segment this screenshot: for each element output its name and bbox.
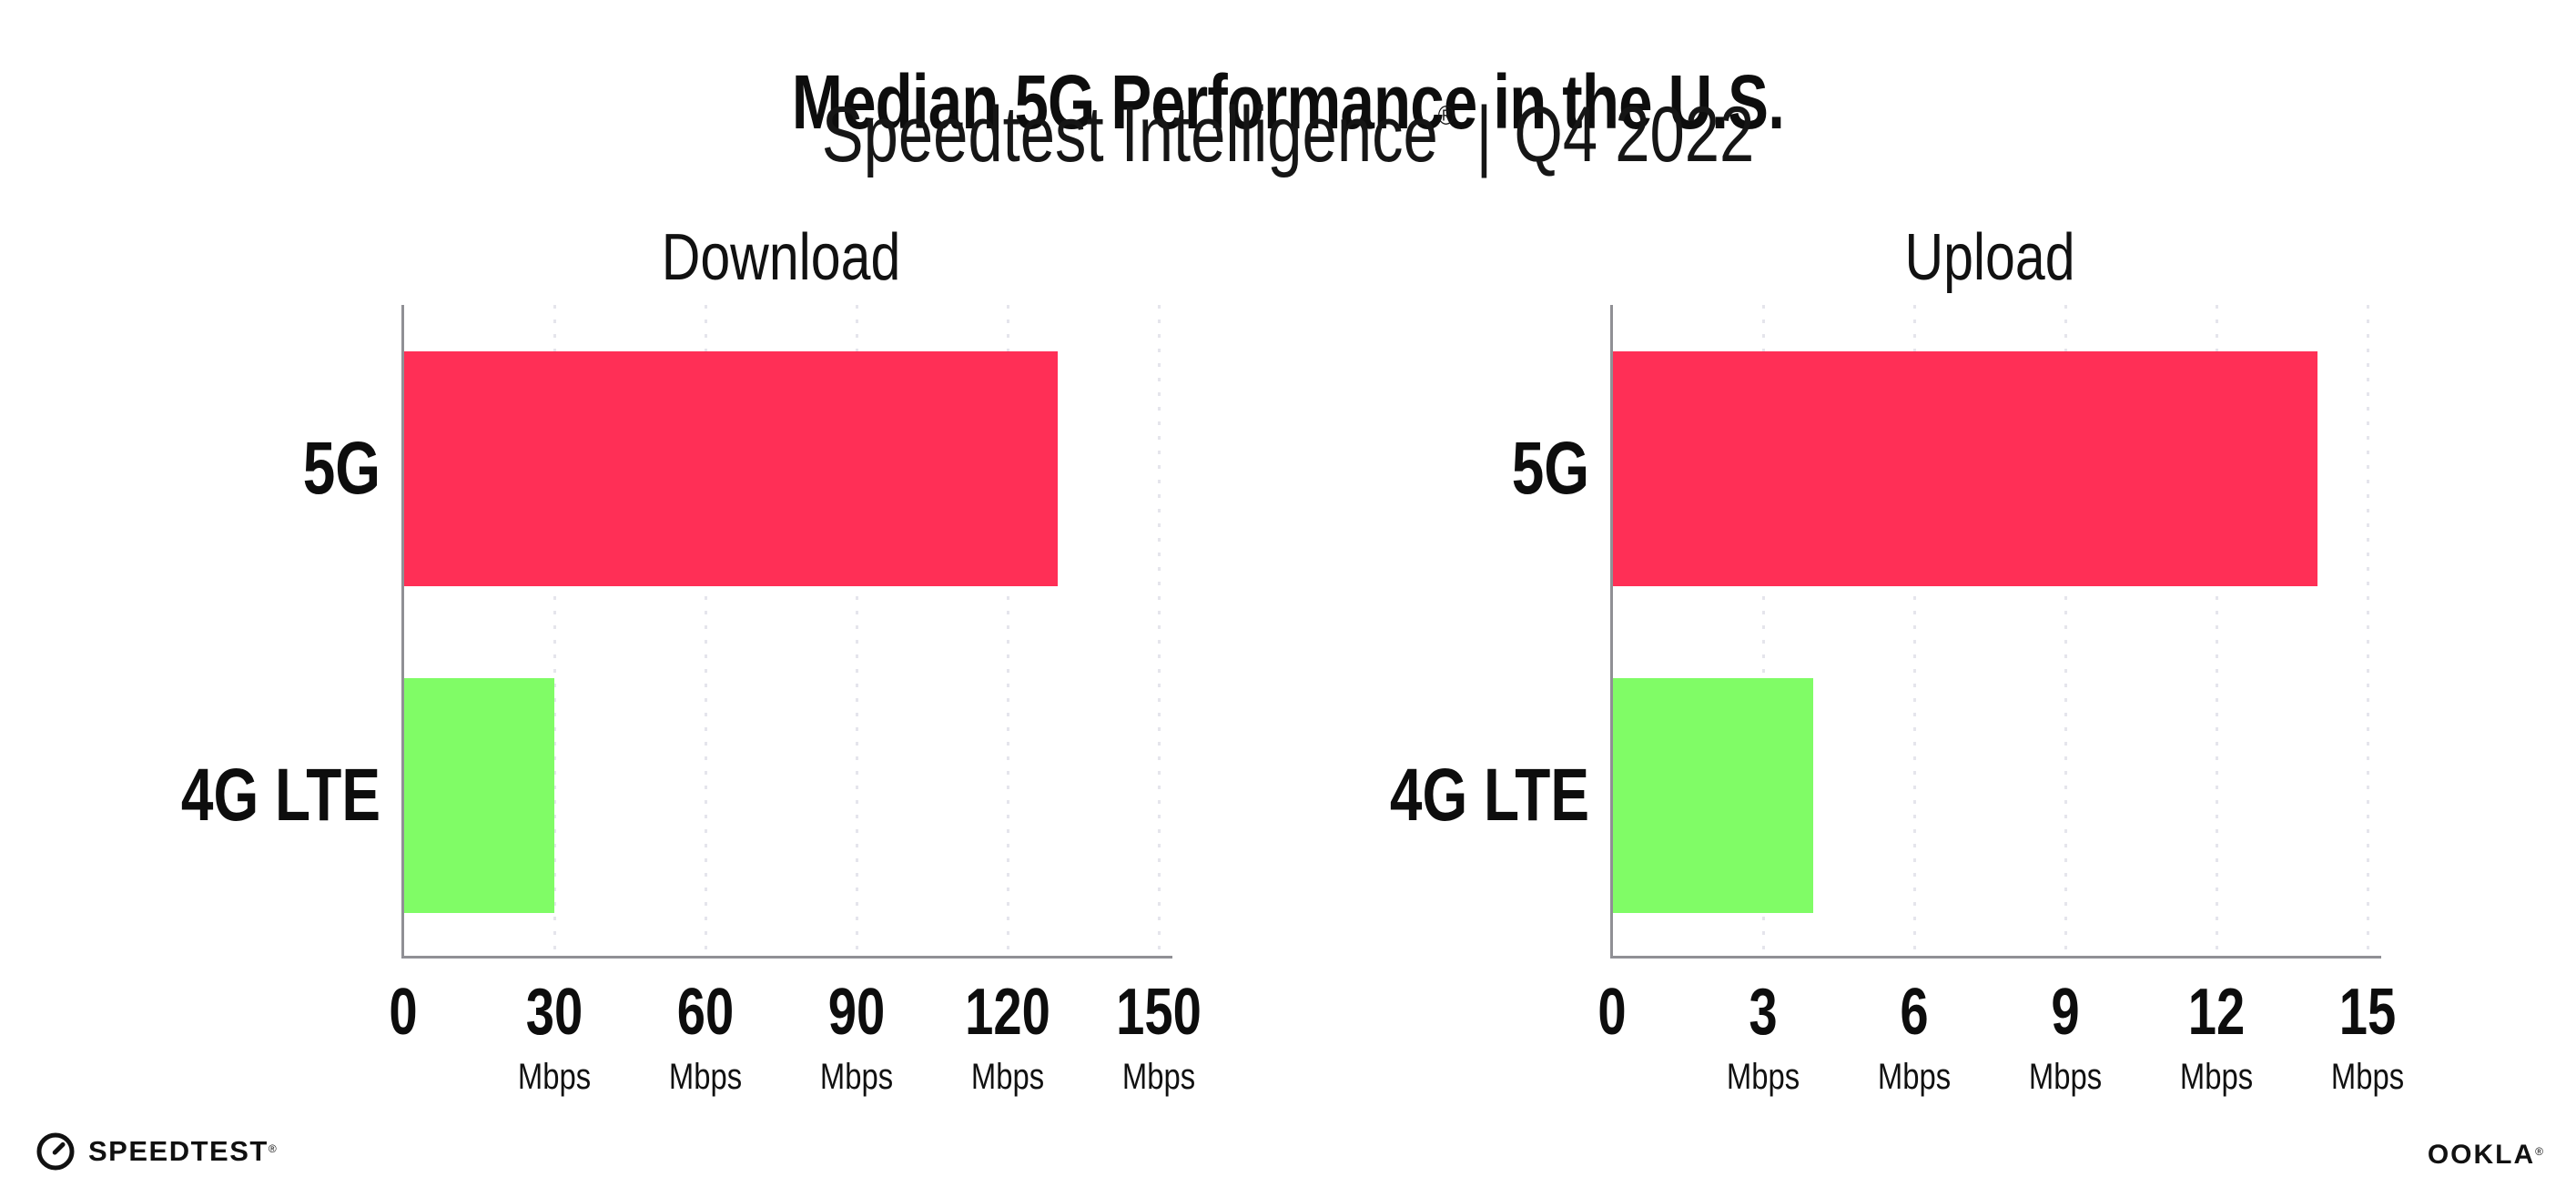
category-label-5g: 5G	[1511, 426, 1590, 510]
subtitle: Speedtest Intelligence® | Q4 2022	[258, 91, 2318, 197]
x-tick-value: 0	[389, 976, 418, 1049]
x-tick-150: 150 Mbps	[1050, 976, 1268, 1097]
x-tick-unit: Mbps	[970, 1057, 1045, 1097]
registered-mark: ®	[1437, 101, 1455, 131]
x-tick-unit: Mbps	[668, 1057, 743, 1097]
category-label-4g-lte: 4G LTE	[1389, 753, 1590, 837]
gridline-150	[1157, 305, 1161, 959]
x-tick-unit: Mbps	[517, 1057, 592, 1097]
x-tick-value: 0	[1597, 976, 1627, 1049]
x-tick-value: 60	[676, 976, 735, 1049]
x-tick-6: 6 Mbps	[1805, 976, 2023, 1097]
x-tick-value: 30	[525, 976, 583, 1049]
upload-chart: Upload 5G 4G LTE 0 3 Mbps 6 Mbps 9 Mbps 12 Mbps 15…	[1300, 218, 2404, 1097]
x-tick-value: 12	[2187, 976, 2246, 1049]
bar-5g	[403, 350, 1059, 586]
x-tick-0: 0	[294, 976, 512, 1049]
bar-4g-lte	[403, 677, 554, 913]
x-tick-unit: Mbps	[2028, 1057, 2103, 1097]
x-tick-value: 90	[827, 976, 886, 1049]
x-tick-9: 9 Mbps	[1956, 976, 2175, 1097]
x-tick-value: 150	[1116, 976, 1202, 1049]
x-tick-unit: Mbps	[819, 1057, 894, 1097]
category-label-5g: 5G	[302, 426, 381, 510]
download-chart-title: Download	[661, 221, 901, 294]
gridline-90	[855, 305, 858, 959]
ookla-logo: OOKLA®	[2427, 1140, 2545, 1170]
x-tick-3: 3 Mbps	[1654, 976, 1872, 1097]
x-tick-value: 3	[1749, 976, 1778, 1049]
x-tick-value: 120	[965, 976, 1050, 1049]
gridline-9	[2064, 305, 2067, 959]
page-title: Median 5G Performance in the U.S.	[791, 59, 1785, 146]
x-tick-60: 60 Mbps	[596, 976, 815, 1097]
x-tick-value: 15	[2338, 976, 2397, 1049]
subtitle-separator: |	[1476, 91, 1493, 178]
download-plot-area: 0 30 Mbps 60 Mbps 90 Mbps 120 Mbps 150 Mbps	[389, 305, 1202, 1097]
x-tick-15: 15 Mbps	[2258, 976, 2477, 1097]
x-tick-unit: Mbps	[1726, 1057, 1800, 1097]
x-tick-unit: Mbps	[1877, 1057, 1952, 1097]
x-tick-unit: Mbps	[1121, 1057, 1196, 1097]
speedtest-logo: SPEEDTEST®	[35, 1131, 278, 1172]
category-label-4g-lte: 4G LTE	[180, 753, 381, 837]
gridline-120	[1006, 305, 1009, 959]
upload-plot-area: 0 3 Mbps 6 Mbps 9 Mbps 12 Mbps 15 Mbps	[1597, 305, 2404, 1097]
x-tick-unit: Mbps	[2330, 1057, 2405, 1097]
speedtest-logo-text: SPEEDTEST®	[88, 1135, 279, 1167]
x-tick-90: 90 Mbps	[747, 976, 966, 1097]
ookla-registered-mark: ®	[2535, 1145, 2545, 1158]
gridline-60	[704, 305, 707, 959]
upload-chart-body: 5G 4G LTE 0 3 Mbps 6 Mbps 9 Mbps 12 Mbps 15 Mbps	[1300, 305, 2404, 1097]
gridline-3	[1761, 305, 1765, 959]
gridline-15	[2366, 305, 2369, 959]
speedtest-registered-mark: ®	[268, 1142, 279, 1155]
x-tick-12: 12 Mbps	[2107, 976, 2326, 1097]
gridline-30	[553, 305, 556, 959]
x-tick-30: 30 Mbps	[445, 976, 664, 1097]
download-chart-body: 5G 4G LTE 0 30 Mbps 60 Mbps 90 Mbps 120 Mbps 150 Mb…	[91, 305, 1202, 1097]
subtitle-period: Q4 2022	[1514, 91, 1755, 178]
speedtest-gauge-icon	[35, 1131, 76, 1172]
x-tick-value: 9	[2051, 976, 2080, 1049]
x-tick-unit: Mbps	[2179, 1057, 2254, 1097]
x-tick-value: 6	[1900, 976, 1929, 1049]
subtitle-brand: Speedtest Intelligence	[821, 91, 1438, 178]
x-tick-0: 0	[1503, 976, 1721, 1049]
upload-category-labels: 5G 4G LTE	[1300, 305, 1612, 959]
download-category-labels: 5G 4G LTE	[91, 305, 403, 959]
download-chart: Download 5G 4G LTE 0 30 Mbps 60 Mbps 90 Mbps 120…	[91, 218, 1202, 1097]
upload-chart-title: Upload	[1904, 221, 2075, 294]
bar-5g	[1612, 350, 2317, 586]
gridline-6	[1912, 305, 1916, 959]
bar-4g-lte	[1612, 677, 1814, 913]
gridline-12	[2215, 305, 2218, 959]
x-tick-120: 120 Mbps	[898, 976, 1117, 1097]
